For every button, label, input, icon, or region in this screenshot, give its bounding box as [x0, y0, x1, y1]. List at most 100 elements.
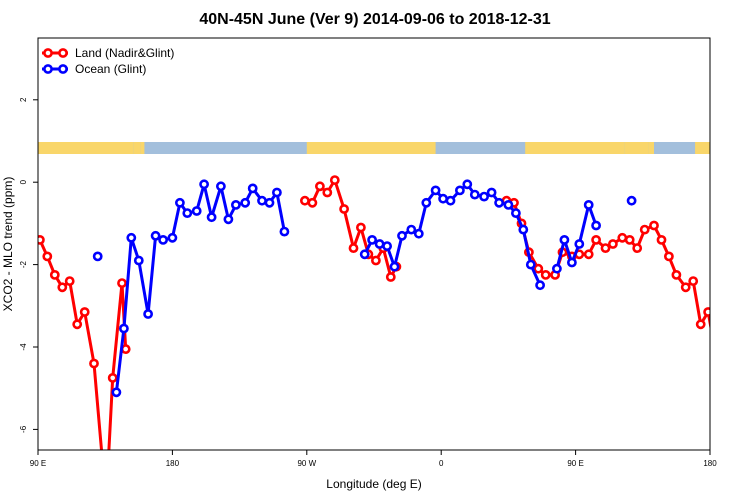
data-point [79, 307, 90, 317]
x-tick-label: 0 [439, 459, 444, 468]
data-point [591, 220, 601, 231]
data-point [215, 181, 226, 192]
legend-label: Land (Nadir&Glint) [75, 46, 174, 60]
data-point [374, 239, 385, 249]
series-line [114, 182, 286, 393]
data-point [111, 387, 122, 398]
data-point [72, 319, 83, 330]
y-tick-label: -6 [19, 425, 28, 433]
land-strip-segment [306, 142, 436, 154]
data-point [223, 214, 234, 225]
legend-swatch-marker-right [58, 64, 68, 74]
data-point [413, 228, 424, 239]
data-point [736, 389, 743, 396]
data-point [742, 280, 749, 287]
data-point [559, 234, 570, 245]
data-point [143, 309, 153, 319]
y-axis: -6 -4 -2 0 2 [19, 97, 38, 433]
data-point [314, 181, 325, 192]
data-point [42, 251, 53, 262]
x-axis: 90 E 180 90 W 0 90 E 180 [30, 450, 717, 468]
data-point [119, 323, 129, 334]
x-tick-label: 90 E [567, 459, 583, 468]
data-point [438, 193, 448, 204]
land-strip-segment [624, 142, 649, 154]
series-line [107, 281, 128, 450]
data-point [271, 187, 282, 198]
legend-item: Ocean (Glint) [42, 62, 146, 76]
data-point [671, 269, 682, 280]
x-tick-label: 180 [166, 459, 180, 468]
data-point [397, 230, 407, 241]
data-point [247, 183, 258, 194]
data-point [583, 199, 594, 210]
data-point [462, 179, 473, 190]
legend-swatch-marker-left [43, 48, 53, 58]
data-point [744, 325, 750, 332]
land-strip-segment [133, 142, 141, 154]
series-line [304, 178, 398, 279]
data-point [133, 255, 144, 266]
land-strip-segment [140, 142, 145, 154]
x-axis-label: Longitude (deg E) [326, 477, 421, 491]
data-point [552, 263, 562, 274]
data-point [469, 189, 480, 200]
data-point [649, 220, 659, 231]
legend-swatch-marker-right [58, 48, 68, 58]
data-point [718, 253, 725, 260]
data-point [664, 251, 674, 262]
data-point [126, 232, 137, 243]
legend-item: Land (Nadir&Glint) [42, 46, 174, 60]
data-point [389, 261, 400, 272]
data-point [406, 224, 417, 235]
series-line [506, 199, 710, 331]
x-tick-label: 90 E [30, 459, 46, 468]
plot-frame [37, 37, 711, 451]
data-point [688, 276, 699, 286]
data-point [608, 239, 618, 249]
data-point [307, 197, 318, 208]
legend-label: Ocean (Glint) [75, 62, 146, 76]
land-strip-segment [38, 142, 134, 154]
data-point [511, 208, 521, 218]
data-point [299, 195, 310, 206]
data-point [279, 226, 290, 237]
data-point [479, 191, 489, 202]
x-tick-label: 90 W [297, 459, 316, 468]
legend-swatch-marker-left [43, 64, 53, 74]
data-point [626, 195, 637, 206]
data-point [518, 224, 529, 235]
data-point [680, 282, 691, 293]
data-point [339, 204, 349, 214]
data-point [167, 232, 178, 243]
y-tick-label: 0 [19, 179, 28, 184]
data-point [329, 175, 340, 185]
data-point [359, 249, 370, 260]
data-point [421, 197, 432, 208]
data-point [733, 374, 740, 381]
data-point [583, 249, 594, 260]
y-axis-label: XCO2 - MLO trend (ppm) [1, 177, 15, 312]
data-point [174, 197, 185, 208]
data-point [355, 222, 366, 233]
x-tick-label: 180 [703, 459, 717, 468]
data-point [92, 251, 103, 262]
data-point [656, 234, 667, 245]
data-point [206, 212, 217, 223]
data-point [158, 234, 168, 245]
data-point [257, 195, 267, 206]
data-point [385, 272, 396, 282]
data-point [49, 269, 60, 280]
data-point [348, 243, 359, 253]
y-tick-label: -2 [19, 260, 28, 268]
data-point [445, 195, 456, 206]
data-point [107, 372, 118, 383]
data-point [695, 319, 706, 330]
data-point [486, 187, 497, 198]
series-ocean [92, 179, 750, 398]
data-point [230, 199, 241, 210]
data-point [322, 187, 333, 198]
y-tick-label: 2 [19, 97, 28, 102]
data-point [454, 185, 465, 196]
